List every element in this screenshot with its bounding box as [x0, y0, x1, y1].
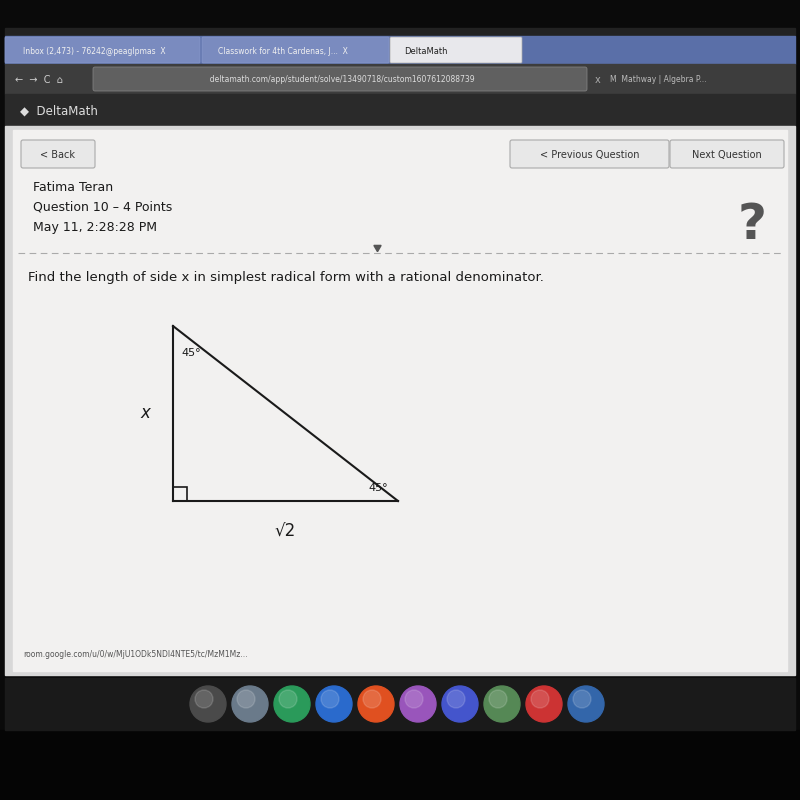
Text: ◆  DeltaMath: ◆ DeltaMath [20, 105, 98, 118]
Text: Fatima Teran: Fatima Teran [33, 181, 113, 194]
FancyBboxPatch shape [202, 37, 389, 63]
Bar [5, 64, 795, 94]
Circle shape [442, 686, 478, 722]
Circle shape [232, 686, 268, 722]
Text: x: x [595, 75, 601, 85]
Circle shape [531, 690, 549, 708]
Circle shape [321, 690, 339, 708]
Text: Classwork for 4th Cardenas, J...  X: Classwork for 4th Cardenas, J... X [218, 46, 348, 55]
Bar [0, 730, 800, 800]
Text: May 11, 2:28:28 PM: May 11, 2:28:28 PM [33, 221, 157, 234]
Text: < Back: < Back [41, 150, 75, 160]
Circle shape [190, 686, 226, 722]
FancyBboxPatch shape [510, 140, 669, 168]
Text: Inbox (2,473) - 76242@peaglpmas  X: Inbox (2,473) - 76242@peaglpmas X [23, 46, 166, 55]
Circle shape [568, 686, 604, 722]
Text: √2: √2 [275, 523, 296, 541]
Circle shape [316, 686, 352, 722]
Circle shape [363, 690, 381, 708]
FancyBboxPatch shape [390, 37, 522, 63]
Bar [5, 126, 795, 675]
Circle shape [573, 690, 591, 708]
Circle shape [358, 686, 394, 722]
Circle shape [195, 690, 213, 708]
Text: ?: ? [738, 201, 767, 249]
Circle shape [484, 686, 520, 722]
Text: DeltaMath: DeltaMath [404, 46, 447, 55]
Text: Next Question: Next Question [692, 150, 762, 160]
Bar [5, 28, 795, 36]
Bar [5, 94, 795, 126]
Text: Question 10 – 4 Points: Question 10 – 4 Points [33, 201, 172, 214]
Bar [13, 130, 787, 671]
Text: ←  →  C  ⌂: ← → C ⌂ [15, 75, 63, 85]
Text: 45°: 45° [181, 348, 201, 358]
FancyBboxPatch shape [670, 140, 784, 168]
Circle shape [447, 690, 465, 708]
Circle shape [400, 686, 436, 722]
Circle shape [489, 690, 507, 708]
Text: M  Mathway | Algebra P...: M Mathway | Algebra P... [610, 75, 706, 85]
Text: room.google.com/u/0/w/MjU1ODk5NDl4NTE5/tc/MzM1Mz...: room.google.com/u/0/w/MjU1ODk5NDl4NTE5/t… [23, 650, 247, 659]
Circle shape [526, 686, 562, 722]
FancyBboxPatch shape [93, 67, 587, 91]
FancyBboxPatch shape [21, 140, 95, 168]
Circle shape [279, 690, 297, 708]
Bar [5, 678, 795, 730]
Text: x: x [140, 405, 150, 422]
Circle shape [237, 690, 255, 708]
Text: Find the length of side x in simplest radical form with a rational denominator.: Find the length of side x in simplest ra… [28, 271, 544, 284]
Bar [5, 36, 795, 64]
FancyBboxPatch shape [5, 37, 200, 63]
Text: deltamath.com/app/student/solve/13490718/custom1607612088739: deltamath.com/app/student/solve/13490718… [205, 75, 475, 85]
Circle shape [405, 690, 423, 708]
Text: < Previous Question: < Previous Question [540, 150, 639, 160]
Text: 45°: 45° [368, 483, 388, 493]
Circle shape [274, 686, 310, 722]
